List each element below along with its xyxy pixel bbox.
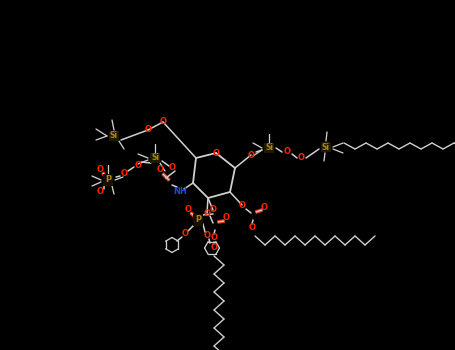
Text: O: O: [145, 126, 152, 134]
Text: O: O: [211, 244, 217, 252]
Text: O: O: [248, 224, 256, 232]
Text: O: O: [96, 164, 103, 174]
Text: O: O: [184, 205, 192, 215]
Text: O: O: [238, 201, 246, 210]
Text: P: P: [195, 216, 201, 224]
Text: O: O: [182, 229, 188, 238]
Text: O: O: [121, 168, 127, 177]
Text: Si: Si: [151, 154, 159, 162]
Text: Si: Si: [110, 132, 118, 140]
Text: O: O: [298, 154, 304, 162]
Text: NH: NH: [173, 188, 187, 196]
Text: O: O: [209, 205, 217, 215]
Text: O: O: [160, 118, 167, 126]
Text: O: O: [168, 163, 176, 173]
Text: O: O: [211, 233, 217, 243]
Text: O: O: [157, 164, 163, 174]
Text: O: O: [283, 147, 290, 156]
Text: O: O: [203, 231, 211, 239]
Text: O: O: [96, 187, 103, 196]
Text: O: O: [212, 148, 219, 158]
Text: Si: Si: [265, 144, 273, 153]
Text: Si: Si: [322, 142, 330, 152]
Text: O: O: [222, 214, 229, 223]
Text: O: O: [261, 203, 268, 211]
Text: O: O: [203, 209, 211, 217]
Text: P: P: [105, 175, 111, 184]
Text: O: O: [248, 150, 254, 160]
Text: O: O: [135, 161, 142, 169]
